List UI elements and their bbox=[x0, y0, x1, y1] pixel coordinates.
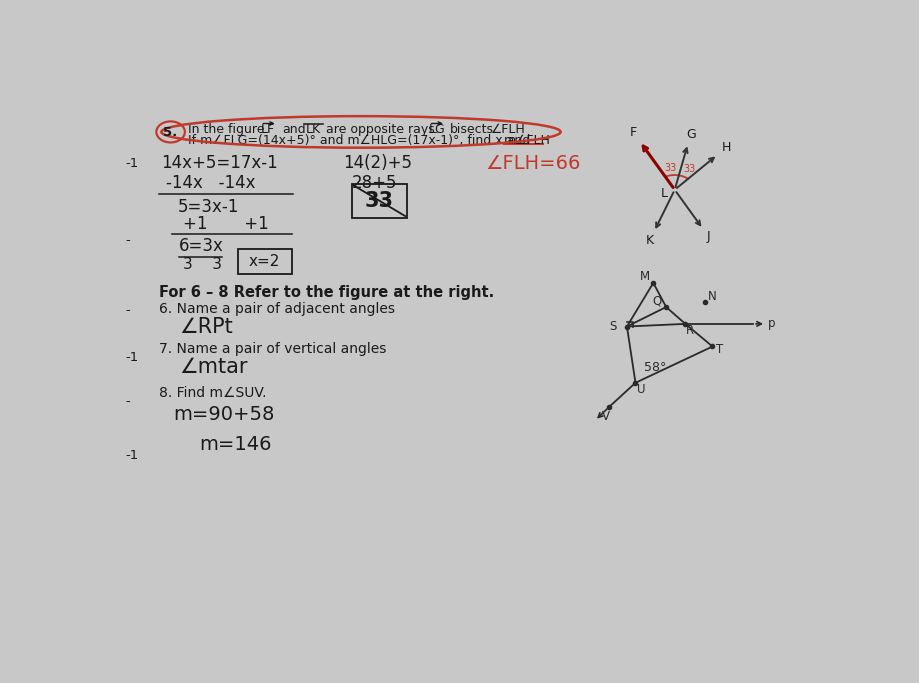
Text: 3    3: 3 3 bbox=[183, 257, 221, 273]
Text: For 6 – 8 Refer to the figure at the right.: For 6 – 8 Refer to the figure at the rig… bbox=[159, 285, 494, 300]
Text: are opposite rays.: are opposite rays. bbox=[325, 123, 438, 136]
Text: ∠RPt: ∠RPt bbox=[179, 316, 233, 337]
Text: M: M bbox=[639, 270, 649, 283]
Text: H: H bbox=[720, 141, 730, 154]
Text: L: L bbox=[661, 187, 667, 201]
Text: 33: 33 bbox=[365, 191, 393, 211]
Text: bisects: bisects bbox=[449, 123, 494, 136]
Text: 7. Name a pair of vertical angles: 7. Name a pair of vertical angles bbox=[159, 342, 386, 356]
Text: 33: 33 bbox=[664, 163, 676, 173]
Text: LF: LF bbox=[260, 123, 274, 136]
Text: and: and bbox=[281, 123, 305, 136]
Text: 14(2)+5: 14(2)+5 bbox=[343, 154, 412, 173]
Text: -: - bbox=[126, 395, 130, 408]
Text: U: U bbox=[636, 383, 645, 396]
Text: Q: Q bbox=[652, 294, 661, 307]
Text: N: N bbox=[707, 290, 715, 303]
Text: -14x   -14x: -14x -14x bbox=[166, 174, 255, 192]
Text: m=146: m=146 bbox=[199, 435, 271, 454]
Text: 6. Name a pair of adjacent angles: 6. Name a pair of adjacent angles bbox=[159, 302, 395, 316]
Text: 6=3x: 6=3x bbox=[179, 237, 224, 255]
Text: K: K bbox=[645, 234, 652, 247]
Text: G: G bbox=[685, 128, 695, 141]
Text: -1: -1 bbox=[126, 449, 139, 462]
Text: In the figure.: In the figure. bbox=[188, 123, 268, 136]
Text: 58°: 58° bbox=[643, 361, 665, 374]
Text: ∠FLH=66: ∠FLH=66 bbox=[485, 154, 581, 173]
Text: -: - bbox=[126, 234, 130, 247]
Text: 33: 33 bbox=[682, 164, 695, 174]
Text: V: V bbox=[601, 410, 609, 423]
Text: m∠FLH: m∠FLH bbox=[504, 135, 550, 148]
Text: ∠mtar: ∠mtar bbox=[179, 357, 247, 377]
Text: If m∠FLG=(14x+5)° and m∠HLG=(17x-1)°, find x and: If m∠FLG=(14x+5)° and m∠HLG=(17x-1)°, fi… bbox=[188, 135, 530, 148]
Text: 28+5: 28+5 bbox=[351, 174, 397, 192]
Text: +1       +1: +1 +1 bbox=[183, 215, 268, 233]
Text: -: - bbox=[126, 304, 130, 317]
Text: 8. Find m∠SUV.: 8. Find m∠SUV. bbox=[159, 387, 267, 400]
Text: 5.: 5. bbox=[164, 126, 177, 139]
Text: S: S bbox=[608, 320, 616, 333]
Text: p: p bbox=[767, 318, 775, 331]
Text: R: R bbox=[685, 324, 693, 337]
Text: F: F bbox=[630, 126, 636, 139]
Text: LG: LG bbox=[428, 123, 445, 136]
Text: m=90+58: m=90+58 bbox=[174, 405, 275, 424]
Text: ∠FLH: ∠FLH bbox=[490, 123, 525, 136]
Text: 14x+5=17x-1: 14x+5=17x-1 bbox=[161, 154, 278, 173]
Text: x=2: x=2 bbox=[249, 254, 280, 269]
Text: -1: -1 bbox=[126, 350, 139, 363]
Text: J: J bbox=[706, 229, 709, 242]
Text: LK: LK bbox=[305, 123, 320, 136]
Text: -1: -1 bbox=[126, 157, 139, 170]
Text: T: T bbox=[715, 343, 722, 356]
Text: 5=3x-1: 5=3x-1 bbox=[177, 198, 239, 216]
